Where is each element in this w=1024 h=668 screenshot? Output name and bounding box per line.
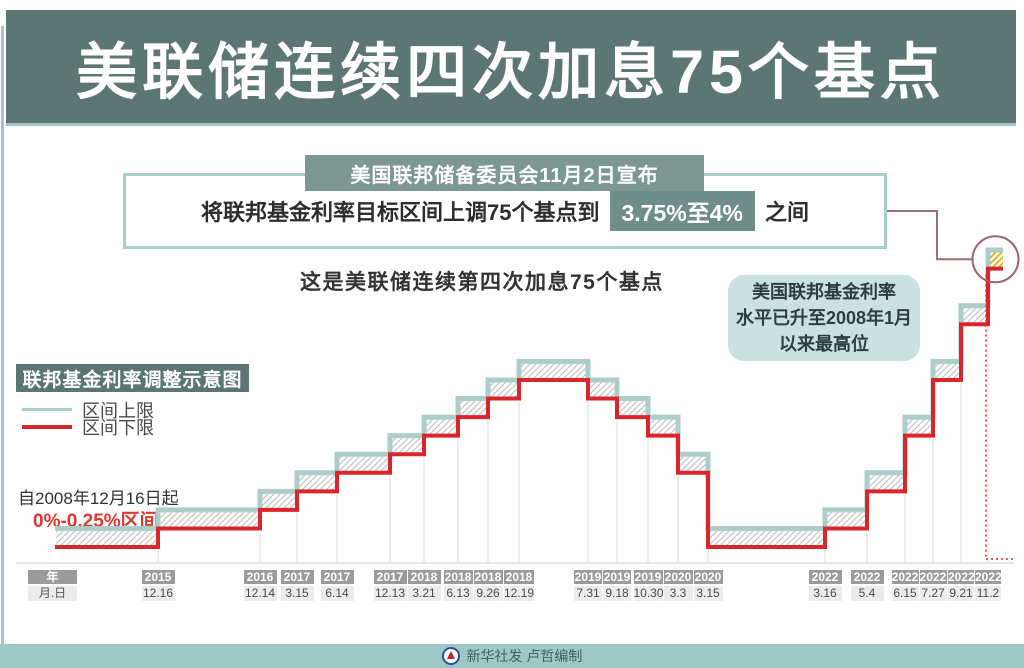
axis-date-label: 10.30: [633, 586, 664, 601]
title-bar: 美联储连续四次加息75个基点: [6, 10, 1016, 126]
axis-date-label: 6.15: [891, 586, 919, 601]
axis-year-label: 2017: [320, 570, 354, 584]
axis-date-label: 7.31: [574, 586, 602, 601]
axis-year-label: 2019: [574, 570, 602, 584]
axis-date-label: 5.4: [850, 586, 884, 601]
axis-header-monthday: 月.日: [28, 586, 77, 601]
axis-year-label: 2018: [407, 570, 441, 584]
axis-date-label: 12.16: [141, 586, 175, 601]
axis-date-label: 6.13: [443, 586, 473, 601]
axis-year-label: 2017: [373, 570, 407, 584]
announcement-text-prefix: 将联邦基金利率目标区间上调75个基点到: [201, 200, 600, 225]
note-line-1: 美国联邦基金利率: [752, 282, 896, 302]
chart-legend: 区间上限 区间下限: [22, 401, 154, 438]
highest-level-note: 美国联邦基金利率 水平已升至2008年1月 以来最高位: [728, 275, 920, 361]
axis-year-label: 2020: [693, 570, 723, 584]
axis-date-label: 9.21: [948, 586, 974, 601]
legend-lower-label: 区间下限: [82, 417, 154, 438]
axis-header-year: 年: [28, 570, 77, 584]
axis-date-label: 12.19: [504, 586, 535, 601]
axis-date-label: 11.2: [975, 586, 1001, 601]
chart-drawn-layers: [16, 210, 1020, 564]
rate-range-highlight: 3.75%至4%: [609, 191, 755, 231]
axis-year-label: 2022: [891, 570, 919, 584]
axis-year-label: 2022: [808, 570, 842, 584]
axis-date-label: 3.16: [808, 586, 842, 601]
publisher-credit: 新华社发 卢哲编制: [466, 648, 583, 664]
axis-year-label: 2022: [850, 570, 884, 584]
axis-year-label: 2018: [504, 570, 534, 584]
footer-bar: 新华社发 卢哲编制: [0, 644, 1024, 668]
axis-year-label: 2015: [141, 570, 175, 584]
axis-year-label: 2022: [919, 570, 947, 584]
axis-date-label: 3.15: [693, 586, 723, 601]
note-line-2: 水平已升至2008年1月: [735, 308, 913, 328]
axis-year-label: 2020: [663, 570, 693, 584]
axis-date-label: 3.21: [407, 586, 441, 601]
page-title: 美联储连续四次加息75个基点: [76, 38, 946, 106]
axis-year-label: 2022: [975, 570, 1002, 584]
axis-year-label: 2019: [633, 570, 663, 584]
axis-date-label: 12.14: [243, 586, 277, 601]
legend-lower-swatch: [22, 424, 72, 429]
axis-date-label: 9.18: [603, 586, 631, 601]
axis-year-label: 2017: [280, 570, 314, 584]
chart-title-badge: 联邦基金利率调整示意图: [16, 364, 249, 392]
announcement-header: 美国联邦储备委员会11月2日宣布: [305, 155, 704, 191]
legend-row-upper: 区间上限: [22, 401, 154, 421]
left-edge-strip: [1, 26, 4, 644]
axis-year-label: 2018: [443, 570, 473, 584]
axis-date-label: 7.27: [919, 586, 947, 601]
xinhua-logo-icon: [441, 647, 460, 665]
axis-date-label: 12.13: [373, 586, 407, 601]
axis-year-label: 2018: [473, 570, 503, 584]
announcement-text-suffix: 之间: [764, 200, 809, 225]
legend-upper-label: 区间上限: [82, 400, 154, 421]
subtitle: 这是美联储连续第四次加息75个基点: [300, 271, 664, 294]
axis-year-label: 2019: [603, 570, 631, 584]
legend-row-lower: 区间下限: [22, 418, 154, 438]
axis-date-label: 9.26: [473, 586, 503, 601]
axis-year-label: 2016: [243, 570, 277, 584]
axis-date-label: 3.3: [663, 586, 693, 601]
axis-year-label: 2022: [948, 570, 975, 584]
axis-date-label: 6.14: [320, 586, 354, 601]
annotation-start-date: 自2008年12月16日起: [18, 489, 179, 508]
note-line-3: 以来最高位: [779, 334, 869, 354]
axis-date-label: 3.15: [280, 586, 314, 601]
legend-upper-swatch: [22, 408, 72, 411]
